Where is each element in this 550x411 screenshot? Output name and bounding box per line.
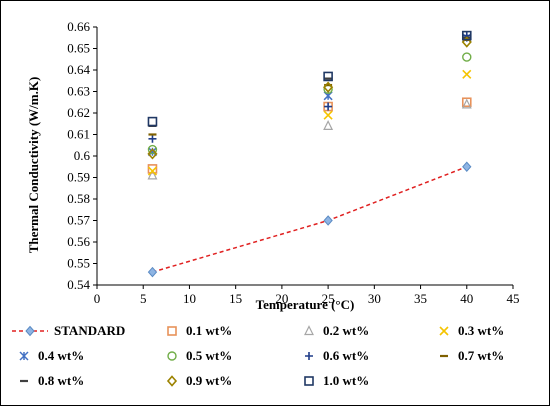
legend-item-0-7-wt: 0.7 wt%	[440, 348, 504, 363]
y-tick-label: 0.62	[67, 105, 90, 120]
legend-marker	[25, 325, 35, 337]
series-standard-point	[462, 161, 472, 173]
series-0-1-wt-point	[461, 97, 472, 108]
legend-label: 1.0 wt%	[323, 373, 369, 388]
plot-area: 0.54 0.55 0.56 0.57 0.58 0.59 0.6 0.61 0.62 0.63 0…	[67, 19, 519, 306]
x-tick-label: 40	[460, 291, 473, 306]
x-axis-title: Temperature (°C)	[256, 297, 355, 312]
legend-label: 0.1 wt%	[186, 323, 232, 338]
legend-label: STANDARD	[54, 323, 125, 338]
series-0-3-wt-point	[147, 166, 158, 176]
series-0-9-wt-point	[461, 36, 472, 48]
legend-marker	[167, 351, 177, 361]
legend-label: 0.6 wt%	[323, 348, 369, 363]
x-tick-label: 30	[368, 291, 381, 306]
series-0-3-wt-point	[462, 69, 472, 79]
legend-label: 0.8 wt%	[38, 373, 84, 388]
series-0-9-wt-point	[147, 148, 158, 160]
legend-label: 0.7 wt%	[458, 348, 504, 363]
series-0-2-wt-point	[323, 120, 334, 130]
legend: STANDARD 0.1 wt% 0.2 wt% 0.3 wt% 0.4 wt% 0.5 …	[12, 323, 504, 388]
x-tick-label: 10	[183, 291, 196, 306]
x-tick-label: 15	[229, 291, 242, 306]
y-tick-label: 0.57	[67, 213, 90, 228]
legend-item-0-5-wt: 0.5 wt%	[167, 348, 232, 363]
series-standard-point	[147, 266, 158, 278]
legend-item-1-0-wt: 1.0 wt%	[304, 373, 369, 388]
series-1-0-wt-point	[461, 30, 472, 41]
y-tick-label: 0.65	[67, 41, 90, 56]
series-standard-point	[323, 215, 333, 226]
legend-label: 0.2 wt%	[323, 323, 369, 338]
legend-marker	[166, 375, 178, 387]
legend-label: 0.9 wt%	[186, 373, 232, 388]
legend-item-0-1-wt: 0.1 wt%	[167, 323, 232, 338]
legend-marker	[304, 325, 314, 336]
legend-marker	[305, 352, 313, 360]
series-0-5-wt-point	[462, 52, 472, 62]
y-tick-label: 0.61	[67, 127, 90, 142]
series-0-6-wt-point	[148, 134, 157, 143]
legend-item-0-3-wt: 0.3 wt%	[439, 323, 504, 338]
y-tick-label: 0.55	[67, 256, 90, 271]
legend-marker	[19, 351, 29, 361]
x-tick-label: 20	[275, 291, 288, 306]
legend-label: 0.5 wt%	[186, 348, 232, 363]
y-tick-label: 0.63	[67, 84, 90, 99]
legend-marker	[304, 376, 314, 386]
series-0-2-wt-point	[461, 98, 472, 109]
legend-item-0-6-wt: 0.6 wt%	[305, 348, 369, 363]
x-tick-label: 25	[322, 291, 335, 306]
legend-marker	[167, 326, 177, 336]
x-tick-label: 0	[94, 291, 101, 306]
legend-label: 0.4 wt%	[38, 348, 84, 363]
legend-item-0-4-wt: 0.4 wt%	[19, 348, 84, 363]
legend-item-0-2-wt: 0.2 wt%	[304, 323, 369, 338]
series-0-6-wt-point	[324, 102, 333, 111]
legend-item-0-8-wt: 0.8 wt%	[20, 373, 84, 388]
series-0-5-wt-point	[147, 144, 158, 155]
legend-item-0-9-wt: 0.9 wt%	[166, 373, 232, 388]
y-tick-label: 0.59	[67, 170, 90, 185]
y-tick-label: 0.64	[67, 62, 90, 77]
y-tick-label: 0.6	[74, 148, 91, 163]
legend-item-standard: STANDARD	[12, 323, 125, 338]
series-0-3-wt-point	[323, 110, 333, 120]
series-0-1-wt-point	[147, 164, 158, 174]
x-tick-label: 45	[507, 291, 520, 306]
y-tick-label: 0.54	[67, 277, 90, 292]
legend-label: 0.3 wt%	[458, 323, 504, 338]
y-axis-title: Thermal Conductivity (W/m.K)	[26, 77, 41, 254]
y-tick-label: 0.56	[67, 234, 90, 249]
series-1-0-wt-point	[323, 71, 333, 82]
x-tick-label: 5	[140, 291, 147, 306]
series-0-9-wt-point	[323, 81, 334, 93]
legend-marker	[439, 326, 449, 336]
y-tick-label: 0.58	[67, 191, 90, 206]
series-0-2-wt-point	[147, 169, 158, 180]
y-tick-label: 0.66	[67, 19, 90, 34]
series-1-0-wt-point	[147, 116, 158, 127]
x-tick-label: 35	[414, 291, 427, 306]
